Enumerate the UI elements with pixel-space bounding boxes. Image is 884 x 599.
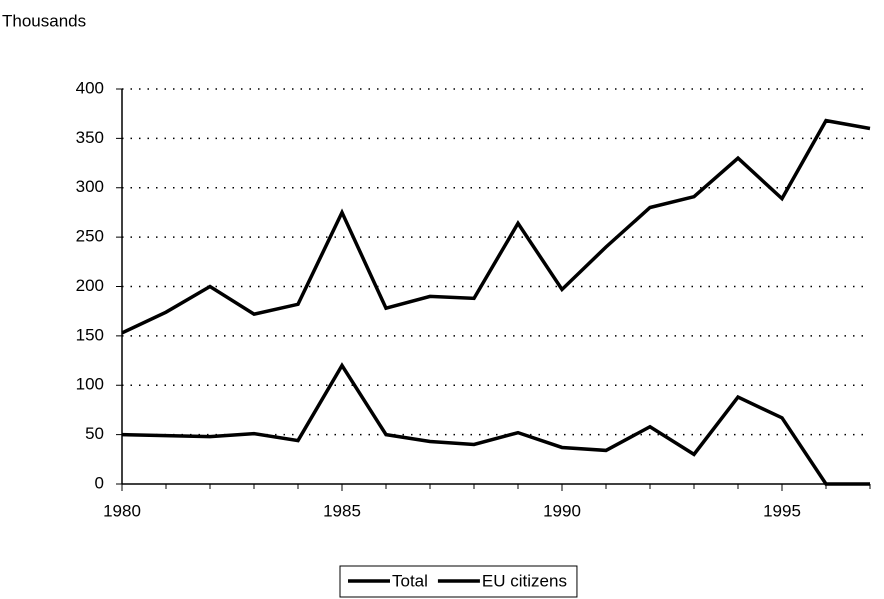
y-tick-label: 250 bbox=[76, 227, 104, 246]
series-line bbox=[121, 362, 870, 486]
y-tick-label: 0 bbox=[95, 473, 104, 492]
x-tick-label: 1985 bbox=[323, 501, 361, 520]
y-tick-label: 400 bbox=[76, 78, 104, 97]
y-tick-label: 100 bbox=[76, 375, 104, 394]
y-tick-label: 50 bbox=[85, 424, 104, 443]
series-line bbox=[121, 118, 871, 335]
x-tick-label: 1990 bbox=[543, 501, 581, 520]
legend-label: Total bbox=[392, 571, 428, 590]
x-tick-label: 1995 bbox=[763, 501, 801, 520]
x-tick-label: 1980 bbox=[103, 501, 141, 520]
y-tick-label: 200 bbox=[76, 276, 104, 295]
legend-label: EU citizens bbox=[482, 571, 567, 590]
legend: Total EU citizens bbox=[339, 565, 578, 598]
y-tick-label: 300 bbox=[76, 177, 104, 196]
y-tick-label: 150 bbox=[76, 325, 104, 344]
y-axis-label: Thousands bbox=[2, 11, 86, 30]
y-tick-label: 350 bbox=[76, 128, 104, 147]
